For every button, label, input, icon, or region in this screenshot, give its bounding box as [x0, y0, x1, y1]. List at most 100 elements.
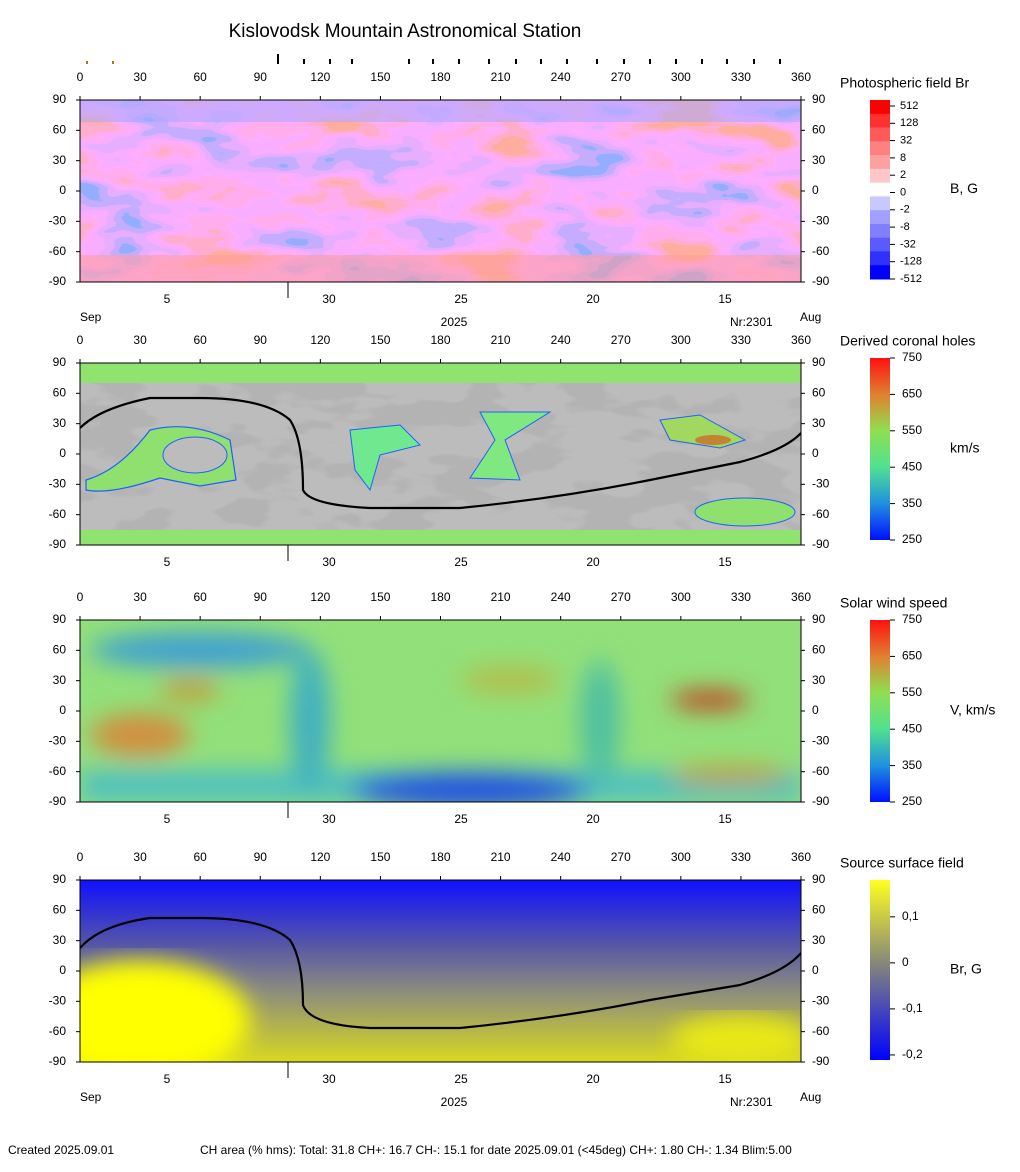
colorbar-label: -8 [900, 221, 910, 233]
lon-tick-label: 150 [370, 333, 390, 347]
colorbar-label: 8 [900, 152, 906, 164]
rotation-label: Nr:2301 [730, 315, 773, 329]
colorbar-label: 350 [902, 758, 922, 772]
lon-tick-label: 330 [731, 333, 751, 347]
colorbar-label: -0,1 [902, 1001, 923, 1015]
panel-title: Derived coronal holes [840, 333, 975, 349]
lat-tick-label: 30 [53, 153, 67, 167]
lat-tick-label: -30 [812, 734, 830, 748]
colorbar [870, 358, 890, 540]
lat-tick-label: 0 [59, 446, 66, 460]
month-label: Sep [80, 1090, 102, 1104]
lat-tick-label: 60 [812, 903, 826, 917]
lon-tick-label: 360 [791, 850, 811, 864]
lon-tick-label: 330 [731, 590, 751, 604]
colorbar-label: 750 [902, 350, 922, 364]
lon-tick-label: 60 [193, 70, 207, 84]
lat-tick-label: -90 [812, 794, 830, 808]
lat-tick-label: 30 [53, 673, 67, 687]
colorbar-segment [870, 237, 890, 252]
lat-tick-label: 90 [53, 612, 67, 626]
coronal-holes-map [80, 363, 801, 545]
lat-tick-label: -60 [812, 764, 830, 778]
lon-tick-label: 240 [551, 333, 571, 347]
lat-tick-label: -90 [49, 1054, 67, 1068]
colorbar [870, 880, 890, 1060]
lon-tick-label: 300 [671, 70, 691, 84]
lat-tick-label: 0 [59, 703, 66, 717]
colorbar-label: 250 [902, 794, 922, 808]
colorbar-label: 450 [902, 721, 922, 735]
lon-tick-label: 30 [133, 333, 147, 347]
figure-title: Kislovodsk Mountain Astronomical Station [229, 21, 582, 42]
lat-tick-label: -60 [812, 244, 830, 258]
colorbar-label: 512 [900, 100, 918, 112]
lon-tick-label: 360 [791, 70, 811, 84]
lon-tick-label: 330 [731, 70, 751, 84]
lat-tick-label: -90 [49, 274, 67, 288]
lon-tick-label: 120 [310, 850, 330, 864]
lat-tick-label: -90 [812, 537, 830, 551]
date-tick-label: 20 [586, 812, 600, 826]
lat-tick-label: 90 [812, 612, 826, 626]
lat-tick-label: 60 [53, 643, 67, 657]
unit-label: V, km/s [950, 702, 995, 718]
colorbar-label: 250 [902, 532, 922, 546]
lat-tick-label: 60 [812, 386, 826, 400]
lat-tick-label: -60 [812, 507, 830, 521]
lat-tick-label: 90 [812, 355, 826, 369]
lon-tick-label: 120 [310, 333, 330, 347]
lat-tick-label: 0 [812, 446, 819, 460]
lat-tick-label: 0 [59, 963, 66, 977]
month-label: Aug [800, 310, 821, 324]
colorbar-label: 32 [900, 135, 912, 147]
lon-tick-label: 270 [611, 333, 631, 347]
lat-tick-label: -30 [812, 994, 830, 1008]
colorbar-segment [870, 113, 890, 129]
date-tick-label: 15 [718, 1072, 732, 1086]
month-label: Sep [80, 310, 102, 324]
date-tick-label: 30 [322, 1072, 336, 1086]
panel-title: Source surface field [840, 855, 964, 871]
lon-tick-label: 0 [77, 70, 84, 84]
lat-tick-label: -90 [812, 1054, 830, 1068]
colorbar-segment [870, 168, 890, 184]
lat-tick-label: -90 [49, 794, 67, 808]
lon-tick-label: 0 [77, 590, 84, 604]
lat-tick-label: -90 [812, 274, 830, 288]
lon-tick-label: 30 [133, 70, 147, 84]
colorbar-label: -0,2 [902, 1047, 923, 1061]
lon-tick-label: 240 [551, 590, 571, 604]
lon-tick-label: 0 [77, 333, 84, 347]
lon-tick-label: 60 [193, 850, 207, 864]
lat-tick-label: 0 [812, 183, 819, 197]
lon-tick-label: 360 [791, 590, 811, 604]
rotation-label: Nr:2301 [730, 1095, 773, 1109]
lon-tick-label: 90 [254, 333, 268, 347]
lat-tick-label: 60 [53, 123, 67, 137]
lon-tick-label: 240 [551, 850, 571, 864]
lon-tick-label: 30 [133, 590, 147, 604]
date-tick-label: 5 [164, 292, 171, 306]
panel-title: Photospheric field Br [840, 75, 970, 91]
lat-tick-label: 30 [812, 153, 826, 167]
lat-tick-label: 30 [812, 416, 826, 430]
lat-tick-label: -60 [49, 507, 67, 521]
date-tick-label: 30 [322, 555, 336, 569]
date-tick-label: 30 [322, 812, 336, 826]
colorbar-segment [870, 223, 890, 239]
lat-tick-label: 90 [53, 92, 67, 106]
lon-tick-label: 180 [430, 70, 450, 84]
lon-tick-label: 90 [254, 850, 268, 864]
colorbar-label: 750 [902, 612, 922, 626]
lat-tick-label: 60 [53, 903, 67, 917]
lon-tick-label: 180 [430, 590, 450, 604]
date-tick-label: 15 [718, 292, 732, 306]
lon-tick-label: 30 [133, 850, 147, 864]
panel-title: Solar wind speed [840, 595, 947, 611]
colorbar-label: -32 [900, 238, 916, 250]
lat-tick-label: 0 [59, 183, 66, 197]
year-label: 2025 [441, 315, 468, 329]
colorbar-label: -2 [900, 204, 910, 216]
date-tick-label: 5 [164, 555, 171, 569]
